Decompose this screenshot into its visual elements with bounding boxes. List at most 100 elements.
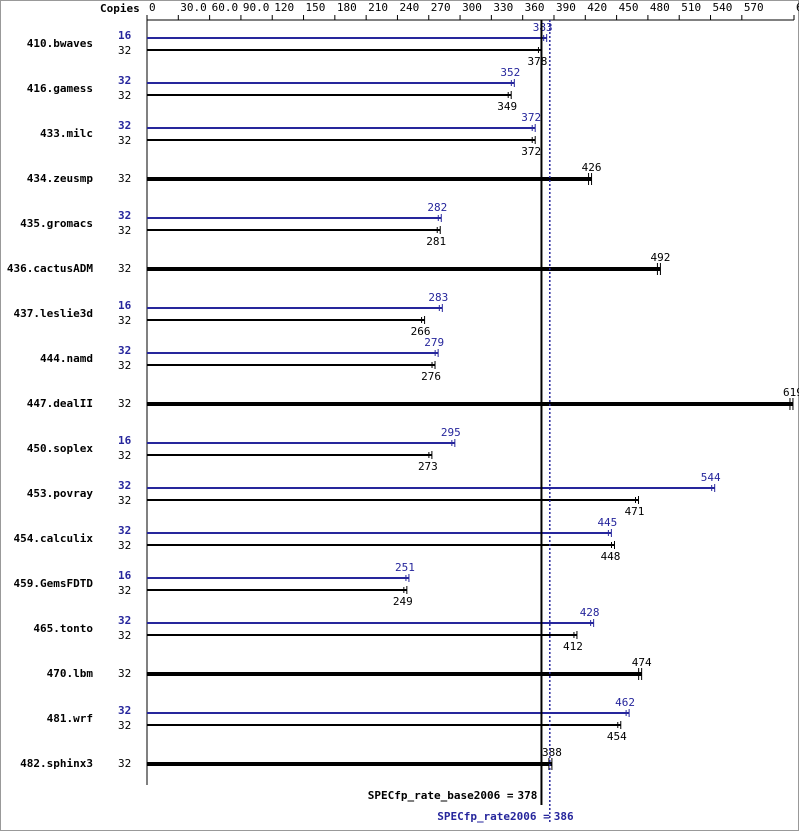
- value-label: 352: [500, 66, 520, 79]
- bar: [147, 589, 407, 591]
- benchmark-label: 470.lbm: [47, 667, 94, 680]
- summary-value: 386: [554, 810, 574, 823]
- value-label: 266: [411, 325, 431, 338]
- bar: [147, 499, 639, 501]
- x-tick-label: 420: [587, 1, 607, 14]
- value-label: 283: [428, 291, 448, 304]
- benchmark-label: 459.GemsFDTD: [14, 577, 94, 590]
- copies-header: Copies: [100, 2, 140, 15]
- copies-label: 32: [118, 344, 131, 357]
- x-tick-label: 210: [368, 1, 388, 14]
- x-tick-label: 60.0: [212, 1, 239, 14]
- value-label: 544: [701, 471, 721, 484]
- bar: [147, 622, 594, 624]
- value-label: 619: [783, 386, 799, 399]
- copies-label: 32: [118, 262, 131, 275]
- bar: [147, 319, 425, 321]
- copies-label: 32: [118, 539, 131, 552]
- value-label: 492: [650, 251, 670, 264]
- bar: [147, 762, 552, 766]
- x-tick-label: 570: [744, 1, 764, 14]
- copies-label: 32: [118, 397, 131, 410]
- copies-label: 32: [118, 74, 131, 87]
- copies-label: 32: [118, 224, 131, 237]
- bar: [147, 229, 441, 231]
- bar: [147, 37, 547, 39]
- copies-label: 32: [118, 667, 131, 680]
- value-label: 279: [424, 336, 444, 349]
- value-label: 372: [521, 145, 541, 158]
- benchmark-label: 465.tonto: [33, 622, 93, 635]
- bar: [147, 487, 715, 489]
- bar: [147, 442, 455, 444]
- copies-label: 32: [118, 719, 131, 732]
- copies-label: 32: [118, 314, 131, 327]
- x-tick-label: 240: [399, 1, 419, 14]
- copies-label: 16: [118, 299, 132, 312]
- bar: [147, 49, 542, 51]
- value-label: 445: [597, 516, 617, 529]
- value-label: 454: [607, 730, 627, 743]
- benchmark-label: 453.povray: [27, 487, 94, 500]
- copies-label: 32: [118, 494, 131, 507]
- value-label: 474: [632, 656, 652, 669]
- copies-label: 16: [118, 569, 132, 582]
- bar: [147, 532, 612, 534]
- bar: [147, 544, 615, 546]
- value-label: 378: [528, 55, 548, 68]
- copies-label: 32: [118, 584, 131, 597]
- value-label: 251: [395, 561, 415, 574]
- benchmark-label: 433.milc: [40, 127, 93, 140]
- copies-label: 32: [118, 614, 131, 627]
- copies-label: 32: [118, 89, 131, 102]
- copies-label: 16: [118, 434, 132, 447]
- bar: [147, 267, 661, 271]
- value-label: 282: [427, 201, 447, 214]
- value-label: 276: [421, 370, 441, 383]
- copies-label: 16: [118, 29, 132, 42]
- value-label: 412: [563, 640, 583, 653]
- copies-label: 32: [118, 134, 131, 147]
- bar: [147, 364, 436, 366]
- x-tick-label: 30.0: [180, 1, 207, 14]
- copies-label: 32: [118, 704, 131, 717]
- bar: [147, 672, 642, 676]
- value-label: 448: [601, 550, 621, 563]
- bar: [147, 139, 536, 141]
- value-label: 471: [625, 505, 645, 518]
- copies-label: 32: [118, 757, 131, 770]
- bar: [147, 454, 432, 456]
- bar: [147, 402, 793, 406]
- benchmark-label: 436.cactusADM: [7, 262, 93, 275]
- bar: [147, 724, 621, 726]
- bar: [147, 634, 577, 636]
- bar: [147, 94, 512, 96]
- x-tick-label: 150: [306, 1, 326, 14]
- bar: [147, 177, 592, 181]
- x-tick-label: 330: [493, 1, 513, 14]
- benchmark-label: 416.gamess: [27, 82, 93, 95]
- benchmark-label: 434.zeusmp: [27, 172, 94, 185]
- x-tick-label: 510: [681, 1, 701, 14]
- benchmark-label: 454.calculix: [14, 532, 94, 545]
- copies-label: 32: [118, 359, 131, 372]
- value-label: 372: [521, 111, 541, 124]
- summary-label: SPECfp_rate_base2006 =: [368, 789, 514, 802]
- x-tick-label: 540: [713, 1, 733, 14]
- x-tick-label: 480: [650, 1, 670, 14]
- summary-label: SPECfp_rate2006 =: [437, 810, 550, 823]
- x-tick-label: 360: [525, 1, 545, 14]
- value-label: 281: [426, 235, 446, 248]
- copies-label: 32: [118, 479, 131, 492]
- benchmark-label: 482.sphinx3: [20, 757, 93, 770]
- bar: [147, 127, 536, 129]
- benchmark-label: 410.bwaves: [27, 37, 93, 50]
- bar: [147, 577, 409, 579]
- value-label: 273: [418, 460, 438, 473]
- benchmark-label: 447.dealII: [27, 397, 93, 410]
- value-label: 295: [441, 426, 461, 439]
- copies-label: 32: [118, 449, 131, 462]
- x-tick-label: 0: [149, 1, 156, 14]
- value-label: 349: [497, 100, 517, 113]
